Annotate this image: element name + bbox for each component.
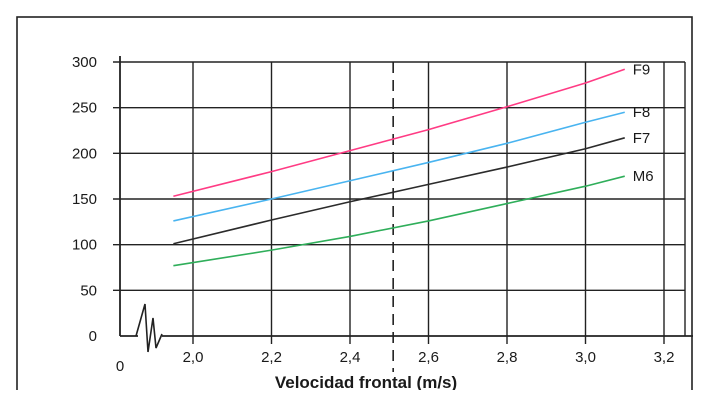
series-line-f8	[173, 111, 625, 222]
series-label-f7: F7	[633, 130, 651, 147]
x-tick-label: 2,0	[183, 349, 204, 366]
labels: 0 Velocidad frontal (m/s) 0 50 100 150 200 25…	[72, 54, 675, 392]
grid	[113, 61, 685, 344]
x-tick-label: 2,8	[497, 349, 518, 366]
x-tick-label: 2,6	[418, 349, 439, 366]
axes	[119, 56, 693, 372]
series-label-m6: M6	[633, 168, 654, 185]
y-tick-label: 0	[89, 328, 97, 345]
x-tick-label: 2,4	[340, 349, 361, 366]
y-tick-label: 100	[72, 237, 97, 254]
x-tick-label: 3,0	[575, 349, 596, 366]
y-tick-label: 250	[72, 100, 97, 117]
series-line-f7	[173, 137, 625, 245]
chart-border	[16, 16, 693, 395]
x-axis-title: Velocidad frontal (m/s)	[275, 373, 457, 390]
series-lines	[173, 68, 626, 267]
axis-break-symbol	[135, 303, 163, 353]
y-tick-label: 150	[72, 191, 97, 208]
y-tick-label: 200	[72, 145, 97, 162]
y-tick-label: 300	[72, 54, 97, 71]
series-label-f8: F8	[633, 104, 651, 121]
x-tick-label: 3,2	[654, 349, 675, 366]
series-label-f9: F9	[633, 61, 651, 78]
origin-label: 0	[116, 358, 124, 375]
series-line-f9	[173, 68, 626, 198]
x-tick-label: 2,2	[261, 349, 282, 366]
series-line-m6	[173, 175, 625, 267]
y-tick-label: 50	[80, 282, 97, 299]
